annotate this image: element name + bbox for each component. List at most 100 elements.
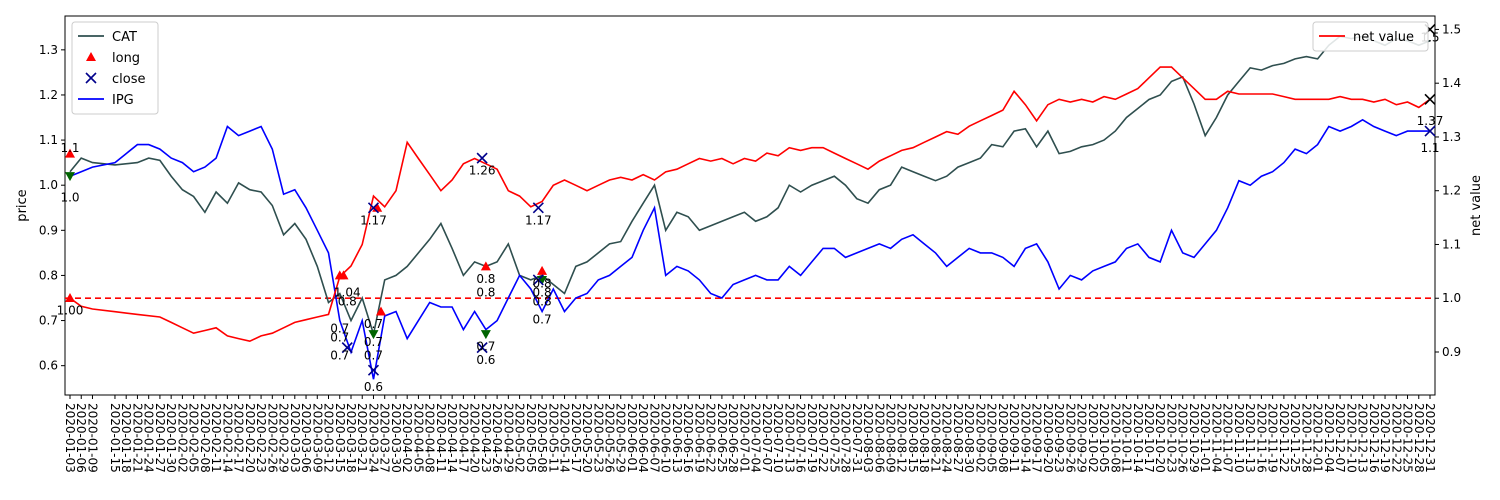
x-tick-label: 2020-05-26 (603, 403, 617, 473)
short-marker (65, 172, 75, 182)
y-tick-label-right: 1.3 (1442, 130, 1461, 144)
x-tick-label: 2020-11-04 (1209, 403, 1223, 473)
x-tick-label: 2020-03-24 (366, 403, 380, 473)
x-tick-label: 2020-08-24 (940, 403, 954, 473)
x-tick-label: 2020-03-15 (333, 403, 347, 473)
long-marker (537, 265, 548, 275)
x-tick-label: 2020-09-11 (1007, 403, 1021, 473)
legend-swatch (86, 52, 96, 61)
x-tick-label: 2020-05-17 (569, 403, 583, 473)
x-tick-label: 2020-06-22 (704, 403, 718, 473)
x-tick-label: 2020-01-27 (153, 403, 167, 473)
legend-label: IPG (112, 93, 134, 108)
short-marker (368, 330, 379, 340)
legend-swatch (85, 72, 97, 84)
x-tick-label: 2020-04-26 (490, 403, 504, 473)
data-label: 0.8 (338, 294, 357, 308)
y-tick-label-left: 0.8 (39, 268, 58, 282)
x-tick-label: 2020-11-25 (1288, 403, 1302, 473)
x-tick-label: 2020-09-02 (973, 403, 987, 473)
x-tick-label: 2020-10-08 (1108, 403, 1122, 473)
x-tick-label: 2020-04-14 (445, 403, 459, 473)
data-label: 0.8 (533, 276, 552, 290)
x-tick-label: 2020-11-01 (1198, 403, 1212, 473)
x-tick-label: 2020-05-02 (513, 403, 527, 473)
x-tick-label: 2020-05-20 (580, 403, 594, 473)
x-tick-label: 2020-09-26 (1063, 403, 1077, 473)
legend-label: CAT (112, 30, 137, 45)
x-tick-label: 2020-03-30 (389, 403, 403, 473)
x-tick-label: 2020-03-27 (378, 403, 392, 473)
x-tick-label: 2020-05-14 (558, 403, 572, 473)
x-tick-label: 2020-06-10 (659, 403, 673, 473)
x-tick-label: 2020-04-11 (434, 403, 448, 473)
x-tick-label: 2020-07-10 (771, 403, 785, 473)
x-tick-label: 2020-11-13 (1243, 403, 1257, 473)
x-tick-label: 2020-10-14 (1131, 403, 1145, 473)
x-tick-label: 2020-12-19 (1378, 403, 1392, 473)
legend-label: long (112, 51, 140, 66)
x-tick-label: 2020-05-23 (591, 403, 605, 473)
y-tick-label-right: 1.0 (1442, 291, 1461, 305)
x-tick-label: 2020-01-24 (142, 403, 156, 473)
long-marker (480, 261, 491, 271)
y-tick-label-left: 0.9 (39, 223, 58, 237)
x-tick-label: 2020-06-16 (681, 403, 695, 473)
x-tick-label: 2020-03-21 (355, 403, 369, 473)
x-tick-label: 2020-12-28 (1412, 403, 1426, 473)
x-tick-label: 2020-04-23 (479, 403, 493, 473)
x-tick-label: 2020-04-08 (423, 403, 437, 473)
x-tick-label: 2020-04-02 (400, 403, 414, 473)
x-tick-label: 2020-10-05 (1097, 403, 1111, 473)
data-label: 0.6 (476, 353, 495, 367)
close-marker (532, 274, 544, 286)
x-tick-label: 2020-03-09 (310, 403, 324, 473)
x-tick-label: 2020-01-03 (63, 403, 77, 473)
x-tick-label: 2020-10-26 (1176, 403, 1190, 473)
data-label: 0.7 (476, 340, 495, 354)
x-tick-label: 2020-07-13 (782, 403, 796, 473)
x-tick-label: 2020-10-23 (1164, 403, 1178, 473)
x-tick-label: 2020-02-11 (209, 403, 223, 473)
close-marker (476, 342, 488, 354)
x-tick-label: 2020-07-31 (850, 403, 864, 473)
close-marker (341, 342, 353, 354)
data-label: 1.1 (1420, 141, 1439, 155)
data-label: 0.7 (533, 313, 552, 327)
x-tick-label: 2020-07-28 (839, 403, 853, 473)
x-tick-label: 2020-06-13 (670, 403, 684, 473)
data-label: 0.7 (364, 317, 383, 331)
x-tick-label: 2020-03-18 (344, 403, 358, 473)
x-tick-label: 2020-06-25 (715, 403, 729, 473)
x-tick-label: 2020-07-19 (805, 403, 819, 473)
x-tick-label: 2020-03-12 (322, 403, 336, 473)
x-tick-label: 2020-06-01 (625, 403, 639, 473)
x-tick-label: 2020-04-29 (501, 403, 515, 473)
x-tick-label: 2020-12-13 (1356, 403, 1370, 473)
x-tick-label: 2020-02-08 (198, 403, 212, 473)
short-marker (480, 330, 491, 340)
y-tick-label-right: 1.4 (1442, 76, 1461, 90)
y-axis-title-left: price (15, 189, 30, 221)
y-tick-label-right: 1.2 (1442, 184, 1461, 198)
x-tick-label: 2020-02-23 (254, 403, 268, 473)
y-tick-label-left: 0.7 (39, 314, 58, 328)
long-marker (65, 292, 75, 302)
y-axis-title-right: net value (1469, 175, 1484, 236)
x-tick-label: 2020-02-20 (243, 403, 257, 473)
y-tick-label-left: 1.0 (39, 178, 58, 192)
long-marker (338, 270, 349, 280)
y-tick-label-left: 1.2 (39, 88, 58, 102)
x-tick-label: 2020-05-05 (524, 403, 538, 473)
data-label: 0.7 (330, 331, 349, 345)
data-label: 1.17 (525, 213, 552, 227)
data-label: 1.1 (60, 141, 79, 155)
x-tick-label: 2020-01-18 (119, 403, 133, 473)
legend-label: close (112, 72, 145, 87)
x-tick-label: 2020-07-07 (760, 403, 774, 473)
data-label: 1.00 (57, 304, 84, 318)
y-tick-label-left: 1.3 (39, 43, 58, 57)
x-tick-label: 2020-12-10 (1344, 403, 1358, 473)
x-tick-label: 2020-04-20 (468, 403, 482, 473)
x-tick-label: 2020-09-20 (1041, 403, 1055, 473)
